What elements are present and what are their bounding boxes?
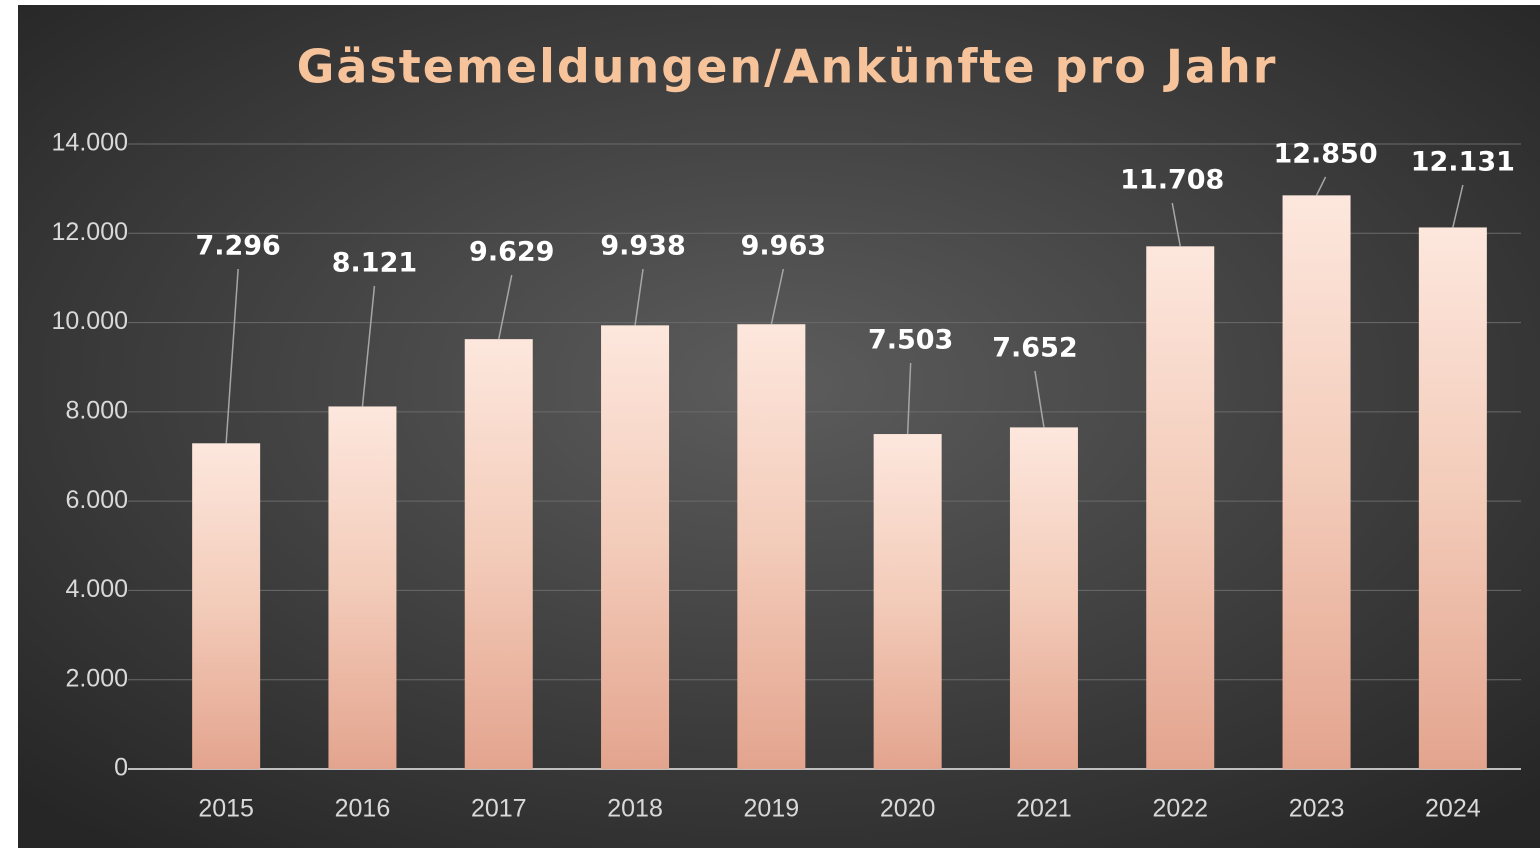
leader-line	[498, 274, 513, 340]
x-tick-label: 2022	[1152, 795, 1208, 823]
data-label: 11.708	[1120, 165, 1224, 196]
y-tick-label: 2.000	[65, 664, 128, 692]
data-label: 7.652	[992, 333, 1077, 364]
leader-line	[361, 285, 376, 407]
bar	[192, 443, 261, 769]
leader-line	[770, 268, 785, 325]
leader-line	[1315, 176, 1327, 196]
y-tick-label: 14.000	[52, 129, 128, 157]
data-label: 7.503	[868, 325, 953, 356]
bar	[601, 325, 670, 769]
leader-line	[634, 268, 644, 326]
leader-line	[906, 362, 912, 435]
bar	[328, 406, 397, 769]
bar	[1282, 195, 1351, 769]
data-label: 9.629	[469, 237, 554, 268]
x-tick-label: 2017	[471, 795, 527, 823]
data-label: 12.131	[1411, 147, 1515, 178]
bar	[1418, 227, 1487, 769]
data-label: 9.938	[600, 231, 685, 262]
x-tick-label: 2016	[335, 795, 391, 823]
bar	[737, 324, 806, 769]
leader-line	[225, 268, 239, 444]
leader-line	[1171, 202, 1181, 247]
x-tick-label: 2020	[880, 795, 936, 823]
leader-line	[1034, 370, 1045, 428]
chart-title: Gästemeldungen/Ankünfte pro Jahr	[297, 40, 1278, 94]
y-tick-label: 4.000	[65, 575, 128, 603]
bar	[1146, 246, 1215, 770]
x-tick-label: 2015	[198, 795, 254, 823]
x-tick-label: 2019	[744, 795, 800, 823]
x-tick-label: 2018	[607, 795, 663, 823]
data-label: 8.121	[332, 248, 417, 279]
data-label: 7.296	[195, 231, 280, 262]
x-tick-label: 2023	[1289, 795, 1345, 823]
bar	[873, 434, 942, 769]
y-tick-label: 0	[114, 754, 128, 782]
data-label: 9.963	[741, 231, 826, 262]
y-tick-label: 8.000	[65, 396, 128, 424]
bar	[464, 339, 533, 769]
x-tick-label: 2024	[1425, 795, 1481, 823]
data-label: 12.850	[1273, 139, 1377, 170]
x-tick-label: 2021	[1016, 795, 1072, 823]
bar	[1009, 427, 1078, 769]
y-tick-label: 10.000	[52, 307, 128, 335]
y-tick-label: 6.000	[65, 486, 128, 514]
y-tick-label: 12.000	[52, 218, 128, 246]
leader-line	[1452, 184, 1464, 228]
